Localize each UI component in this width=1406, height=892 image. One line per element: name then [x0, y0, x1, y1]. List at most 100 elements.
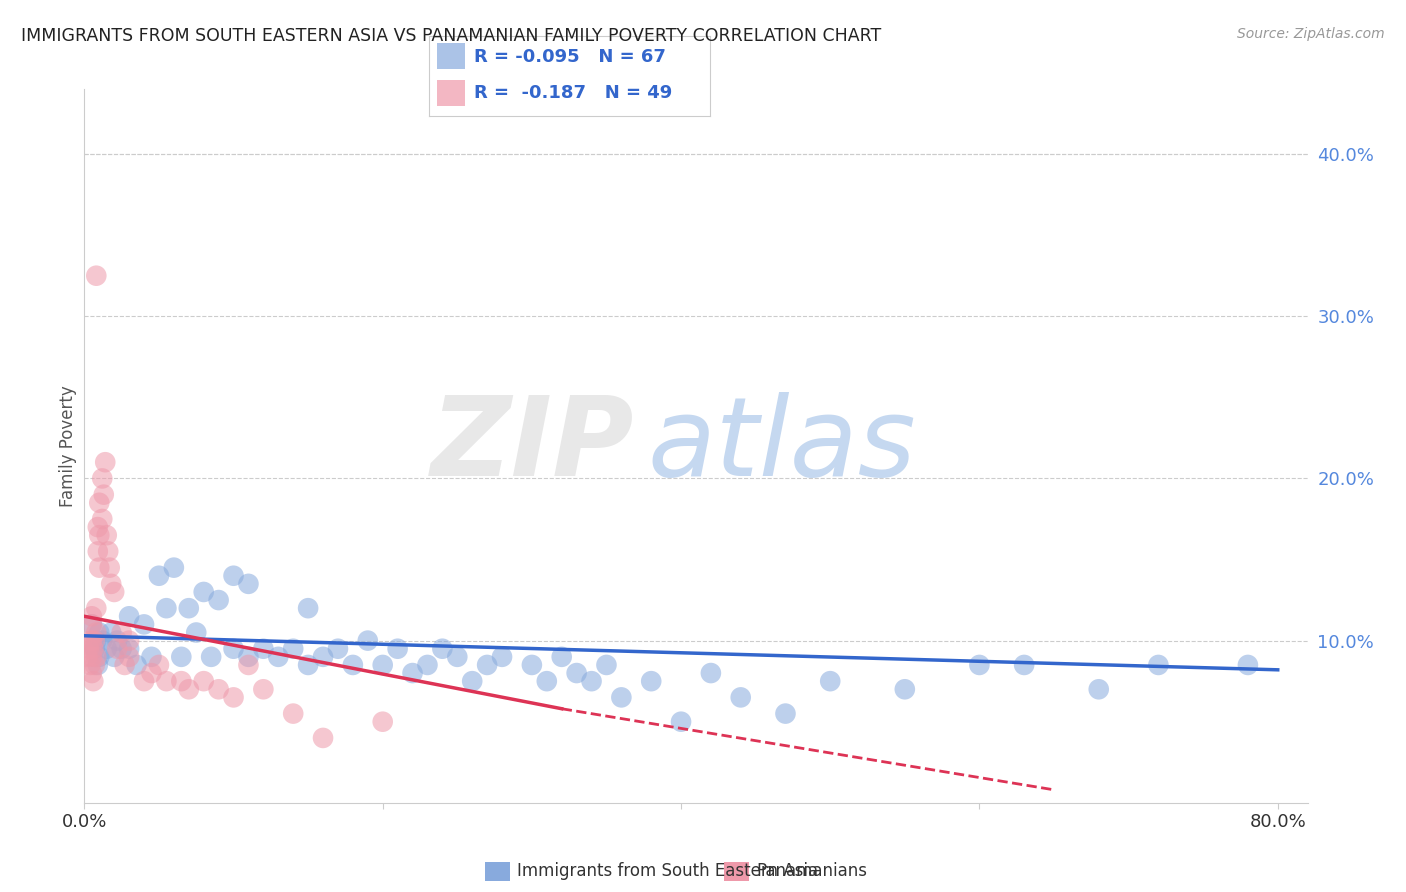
Point	[89, 625, 111, 640]
Point	[103, 585, 125, 599]
Point	[80, 617, 103, 632]
Point	[775, 706, 797, 721]
Point	[1237, 657, 1260, 672]
Point	[551, 649, 574, 664]
Point	[155, 601, 177, 615]
Point	[80, 649, 103, 664]
Point	[520, 657, 543, 672]
Point	[371, 657, 394, 672]
Point	[446, 649, 468, 664]
Point	[610, 690, 633, 705]
Bar	[437, 80, 465, 106]
Point	[565, 666, 588, 681]
Point	[326, 641, 349, 656]
Point	[84, 268, 107, 283]
Point	[91, 512, 114, 526]
Point	[200, 649, 222, 664]
Point	[238, 649, 260, 664]
Point	[111, 625, 134, 640]
Point	[669, 714, 692, 729]
Point	[96, 641, 118, 656]
Point	[595, 657, 617, 672]
Point	[148, 568, 170, 582]
Point	[118, 649, 141, 664]
Text: IMMIGRANTS FROM SOUTH EASTERN ASIA VS PANAMANIAN FAMILY POVERTY CORRELATION CHAR: IMMIGRANTS FROM SOUTH EASTERN ASIA VS PA…	[21, 27, 882, 45]
Point	[118, 633, 141, 648]
Point	[536, 674, 558, 689]
Point	[118, 641, 141, 656]
Point	[79, 657, 101, 672]
Point	[1012, 657, 1035, 672]
Point	[969, 657, 991, 672]
Point	[186, 625, 208, 640]
Point	[193, 674, 215, 689]
Point	[222, 690, 245, 705]
Point	[96, 528, 118, 542]
Y-axis label: Family Poverty: Family Poverty	[59, 385, 77, 507]
Point	[730, 690, 752, 705]
Point	[82, 674, 104, 689]
Point	[105, 633, 128, 648]
Point	[894, 682, 917, 697]
Point	[100, 577, 122, 591]
Point	[89, 560, 111, 574]
Point	[148, 657, 170, 672]
Text: Source: ZipAtlas.com: Source: ZipAtlas.com	[1237, 27, 1385, 41]
Text: atlas: atlas	[647, 392, 915, 500]
Point	[87, 520, 110, 534]
Point	[432, 641, 454, 656]
Point	[94, 455, 117, 469]
Point	[252, 641, 274, 656]
Point	[581, 674, 603, 689]
Point	[83, 657, 105, 672]
Point	[91, 633, 114, 648]
Point	[155, 674, 177, 689]
Point	[83, 633, 105, 648]
Point	[1087, 682, 1109, 697]
Point	[297, 657, 319, 672]
Point	[312, 731, 335, 745]
Point	[461, 674, 484, 689]
Point	[80, 617, 103, 632]
Point	[267, 649, 290, 664]
Text: ZIP: ZIP	[432, 392, 636, 500]
Point	[89, 496, 111, 510]
Point	[84, 633, 107, 648]
Point	[283, 641, 305, 656]
Point	[79, 633, 101, 648]
Point	[103, 649, 125, 664]
Point	[97, 544, 120, 558]
Point	[80, 633, 103, 648]
Point	[177, 601, 200, 615]
Point	[141, 649, 163, 664]
Point	[491, 649, 513, 664]
Point	[105, 641, 128, 656]
Point	[132, 617, 155, 632]
Point	[297, 601, 319, 615]
Point	[401, 666, 423, 681]
Point	[640, 674, 662, 689]
Bar	[437, 43, 465, 70]
Point	[76, 649, 98, 664]
Point	[371, 714, 394, 729]
Point	[238, 657, 260, 672]
Point	[80, 666, 103, 681]
Point	[1147, 657, 1170, 672]
Point	[475, 657, 498, 672]
Point	[93, 488, 115, 502]
Point	[357, 633, 380, 648]
Point	[222, 641, 245, 656]
Point	[91, 471, 114, 485]
Point	[114, 657, 136, 672]
Point	[222, 568, 245, 582]
Point	[312, 649, 335, 664]
Text: Panamanians: Panamanians	[756, 863, 868, 880]
Point	[342, 657, 364, 672]
Point	[80, 609, 103, 624]
Point	[84, 625, 107, 640]
Point	[84, 649, 107, 664]
Point	[252, 682, 274, 697]
Point	[818, 674, 841, 689]
Point	[84, 601, 107, 615]
Point	[163, 560, 186, 574]
